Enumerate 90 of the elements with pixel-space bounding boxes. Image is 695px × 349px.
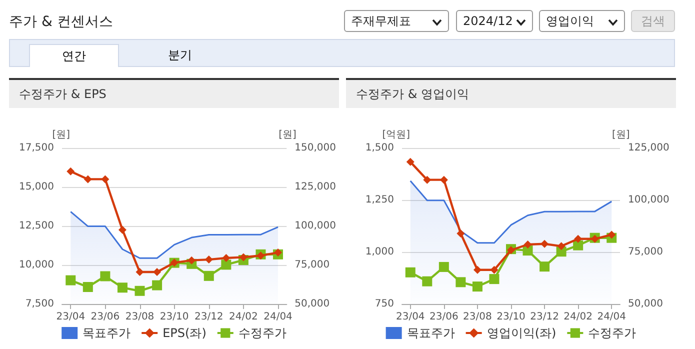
x-tick-label: 24/02 (229, 312, 258, 322)
x-tick-label: 23/08 (463, 312, 492, 322)
y2-axis-title: [원] (612, 130, 630, 140)
point (423, 176, 432, 184)
point (557, 242, 566, 250)
legend-label: 수정주가 (588, 326, 636, 340)
x-tick-label: 24/04 (264, 312, 292, 322)
point (473, 266, 482, 274)
y-axis-title: [억원] (382, 130, 410, 140)
x-tick-label: 24/04 (597, 312, 626, 322)
point (540, 240, 549, 248)
x-tick-label: 23/06 (90, 312, 120, 322)
y-tick-label: 750 (374, 298, 394, 310)
y2-axis-title: [원] (278, 130, 297, 140)
point (472, 282, 482, 292)
point (405, 267, 416, 278)
text: 주가 & 컨센서스 (9, 13, 113, 31)
y-axis-title: [원] (52, 130, 70, 140)
point (101, 175, 110, 184)
x-tick-label: 23/06 (430, 312, 458, 322)
point (134, 286, 145, 296)
legend-label: 목표주가 (406, 326, 455, 340)
y-tick-label: 12,500 (19, 220, 54, 232)
legend-label: 목표주가 (82, 326, 131, 340)
legend-label: EPS(좌) (162, 326, 206, 340)
y2-tick-label: 125,000 (294, 182, 336, 192)
y-tick-label: 1,000 (365, 246, 394, 258)
text: 2024/12 (456, 10, 533, 32)
x-tick-label: 23/10 (160, 312, 189, 322)
point (274, 248, 282, 257)
point (66, 167, 75, 176)
y-tick-label: 17,500 (19, 142, 54, 154)
text: 주재무제표 (344, 10, 449, 32)
point (490, 266, 498, 274)
point (406, 158, 414, 166)
point (239, 253, 248, 262)
y-tick-label: 10,000 (19, 260, 54, 270)
y2-tick-label: 50,000 (628, 298, 663, 310)
point (66, 275, 76, 286)
x-tick-label: 23/04 (396, 312, 425, 322)
point (117, 282, 128, 293)
point (524, 240, 532, 249)
text: 분기 (167, 47, 193, 64)
y2-tick-label: 50,000 (294, 298, 330, 310)
y2-tick-label: 75,000 (294, 260, 330, 270)
point (188, 256, 196, 264)
x-tick-label: 23/12 (530, 312, 559, 322)
x-tick-label: 23/04 (56, 312, 86, 322)
x-tick-label: 23/08 (125, 312, 154, 322)
point (222, 254, 230, 262)
legend-label: 수정주가 (238, 326, 286, 340)
point (573, 240, 584, 250)
point (204, 256, 213, 264)
point (574, 234, 582, 243)
text: 검색 (631, 10, 675, 32)
point (438, 262, 449, 272)
point (440, 176, 448, 184)
chart-title: 수정주가 & 영업이익 (346, 78, 676, 108)
y-tick-label: 1,250 (365, 194, 394, 206)
x-tick-label: 23/12 (194, 312, 224, 322)
point (608, 230, 616, 239)
text: 연간 (29, 44, 119, 67)
point (152, 280, 162, 290)
point (82, 282, 93, 292)
legend-label: 영업이익(좌) (486, 326, 556, 340)
y-tick-label: 15,000 (19, 182, 54, 192)
x-tick-label: 23/10 (496, 312, 526, 322)
point (256, 252, 265, 260)
y2-tick-label: 100,000 (628, 194, 670, 206)
point (540, 262, 550, 272)
x-tick-label: 24/02 (564, 312, 592, 322)
point (456, 277, 466, 288)
point (136, 268, 144, 276)
y2-tick-label: 100,000 (294, 220, 336, 232)
point (153, 268, 162, 276)
y-tick-label: 7,500 (25, 298, 54, 310)
point (422, 276, 432, 286)
point (118, 226, 126, 234)
text: 영업이익 (539, 10, 625, 32)
y2-tick-label: 125,000 (628, 142, 670, 154)
point (489, 274, 500, 284)
point (204, 270, 214, 281)
y-tick-label: 1,500 (365, 142, 394, 154)
point (84, 175, 92, 184)
point (221, 260, 232, 270)
y2-tick-label: 75,000 (628, 246, 663, 258)
chart-title: 수정주가 & EPS (9, 78, 339, 108)
point (100, 271, 110, 282)
point (456, 229, 465, 238)
y2-tick-label: 150,000 (294, 142, 336, 154)
